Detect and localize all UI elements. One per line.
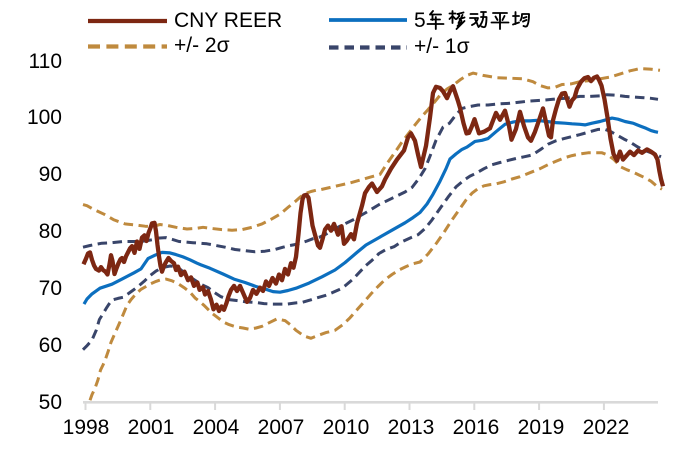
svg-text:+/- 1σ: +/- 1σ <box>414 35 470 58</box>
svg-text:80: 80 <box>39 220 62 243</box>
svg-text:2016: 2016 <box>453 416 500 439</box>
svg-text:5: 5 <box>414 9 426 32</box>
svg-text:100: 100 <box>27 106 62 129</box>
svg-text:90: 90 <box>39 163 62 186</box>
svg-text:CNY REER: CNY REER <box>174 9 282 32</box>
svg-text:2019: 2019 <box>518 416 565 439</box>
svg-text:2010: 2010 <box>323 416 370 439</box>
svg-text:2001: 2001 <box>128 416 175 439</box>
svg-text:2004: 2004 <box>193 416 240 439</box>
svg-text:+/- 2σ: +/- 2σ <box>174 34 230 57</box>
svg-text:60: 60 <box>39 334 62 357</box>
svg-text:2007: 2007 <box>258 416 305 439</box>
svg-text:1998: 1998 <box>63 416 110 439</box>
svg-text:2013: 2013 <box>388 416 435 439</box>
svg-text:2022: 2022 <box>583 416 630 439</box>
svg-text:50: 50 <box>39 391 62 414</box>
svg-text:110: 110 <box>29 50 62 73</box>
svg-text:70: 70 <box>39 277 62 300</box>
